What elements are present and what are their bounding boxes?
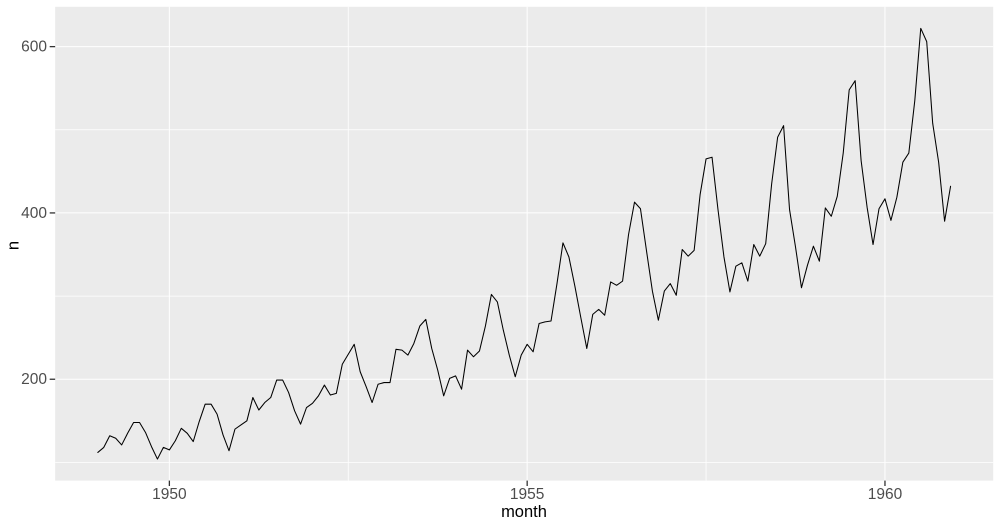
svg-text:200: 200 bbox=[21, 371, 47, 388]
svg-text:month: month bbox=[501, 503, 547, 521]
svg-text:1950: 1950 bbox=[152, 486, 187, 503]
svg-text:1955: 1955 bbox=[510, 486, 544, 503]
svg-text:400: 400 bbox=[21, 205, 47, 222]
svg-text:1960: 1960 bbox=[868, 486, 903, 503]
svg-text:600: 600 bbox=[21, 39, 47, 56]
svg-text:n: n bbox=[5, 241, 23, 250]
